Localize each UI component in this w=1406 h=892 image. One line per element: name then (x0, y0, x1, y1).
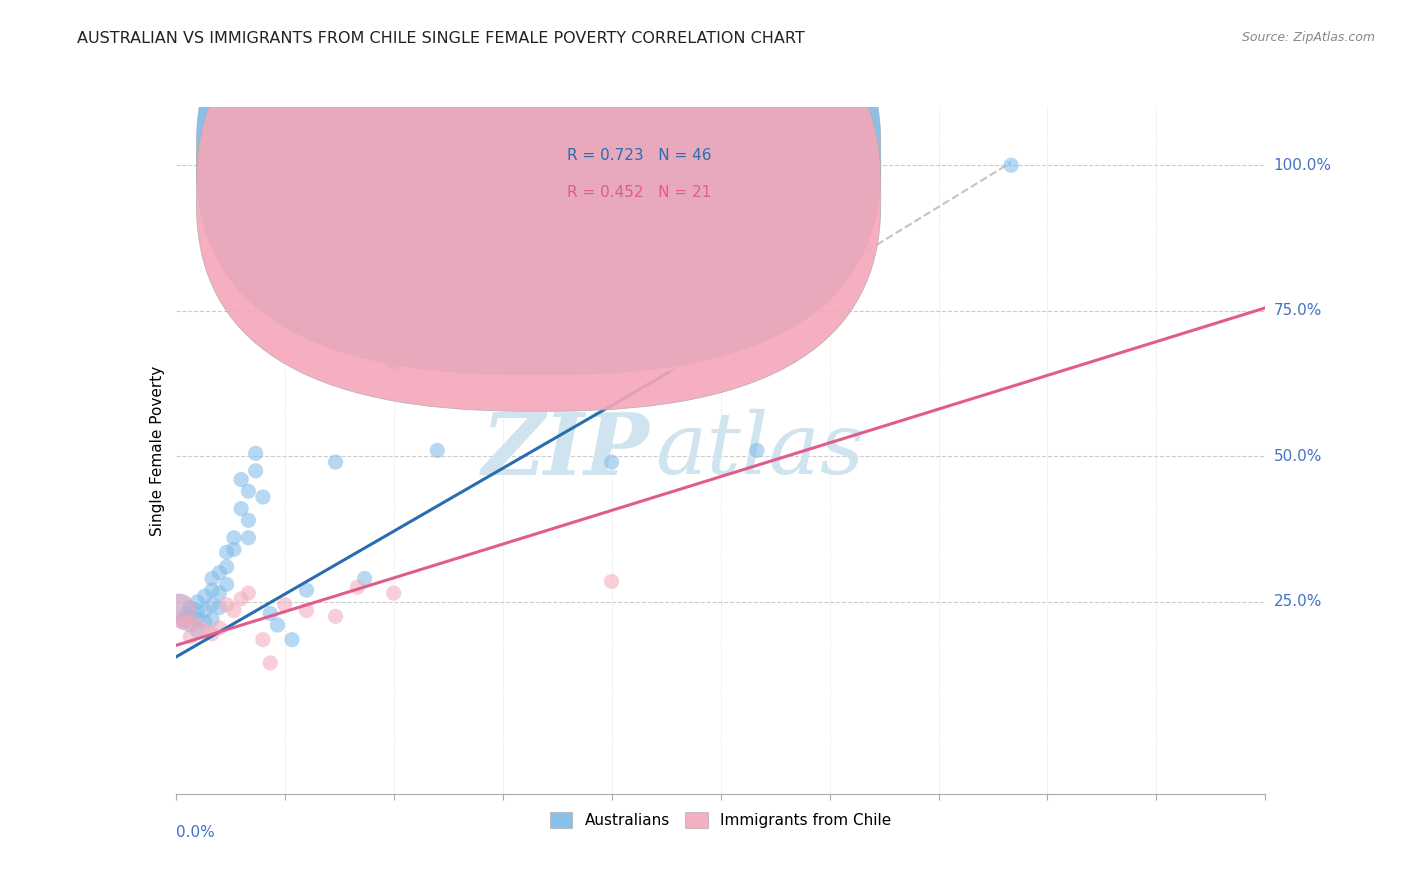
Point (186, 603, 209, 617)
Text: AUSTRALIAN VS IMMIGRANTS FROM CHILE SINGLE FEMALE POVERTY CORRELATION CHART: AUSTRALIAN VS IMMIGRANTS FROM CHILE SING… (77, 31, 806, 46)
Point (169, 603, 191, 617)
Point (252, 632, 274, 647)
Point (238, 586, 260, 600)
Point (245, 464, 267, 478)
Point (201, 612, 224, 626)
Point (179, 630, 201, 644)
Point (658, 326, 681, 341)
Point (179, 618, 201, 632)
Point (172, 612, 194, 626)
Point (295, 603, 318, 617)
Point (346, 580, 368, 594)
Text: 50.0%: 50.0% (1274, 449, 1322, 464)
Point (172, 615, 194, 630)
Point (231, 591, 253, 606)
Point (382, 586, 405, 600)
FancyBboxPatch shape (498, 120, 808, 227)
Point (266, 618, 288, 632)
Point (238, 531, 260, 545)
Point (215, 577, 238, 591)
Point (201, 583, 224, 598)
Point (186, 612, 209, 626)
Text: atlas: atlas (655, 409, 865, 491)
Point (231, 501, 253, 516)
Point (208, 600, 231, 615)
Point (179, 615, 201, 630)
Point (222, 542, 245, 557)
FancyBboxPatch shape (197, 0, 880, 375)
Point (186, 624, 209, 638)
Point (222, 531, 245, 545)
Point (325, 609, 347, 624)
Point (245, 446, 267, 460)
Point (208, 586, 231, 600)
Point (194, 589, 217, 603)
Text: R = 0.452   N = 21: R = 0.452 N = 21 (567, 185, 711, 200)
FancyBboxPatch shape (197, 0, 880, 411)
Point (215, 545, 238, 559)
Point (745, 443, 768, 458)
Point (194, 615, 217, 630)
Point (215, 598, 238, 612)
Point (222, 603, 245, 617)
Point (194, 624, 217, 638)
Point (600, 574, 623, 589)
Y-axis label: Single Female Poverty: Single Female Poverty (149, 366, 165, 535)
Point (176, 607, 198, 621)
Point (208, 621, 231, 635)
Point (186, 595, 209, 609)
Text: R = 0.723   N = 46: R = 0.723 N = 46 (567, 148, 711, 163)
Text: 0.0%: 0.0% (176, 825, 215, 839)
Point (194, 603, 217, 617)
Text: Source: ZipAtlas.com: Source: ZipAtlas.com (1241, 31, 1375, 45)
Point (259, 656, 281, 670)
Point (238, 484, 260, 499)
Point (201, 598, 224, 612)
Point (208, 566, 231, 580)
Point (281, 632, 304, 647)
Point (614, 158, 637, 172)
Point (201, 627, 224, 641)
Text: 25.0%: 25.0% (1274, 594, 1322, 609)
Point (231, 473, 253, 487)
Legend: Australians, Immigrants from Chile: Australians, Immigrants from Chile (544, 806, 897, 834)
Point (600, 455, 623, 469)
Text: 75.0%: 75.0% (1274, 303, 1322, 318)
Point (259, 607, 281, 621)
Point (325, 455, 347, 469)
Point (252, 490, 274, 504)
Point (179, 600, 201, 615)
Point (426, 443, 449, 458)
Point (238, 513, 260, 527)
Point (172, 615, 194, 630)
Point (186, 618, 209, 632)
Point (353, 572, 375, 586)
Point (382, 356, 405, 370)
Point (201, 572, 224, 586)
Point (295, 583, 318, 598)
Point (274, 598, 297, 612)
Text: 100.0%: 100.0% (1274, 158, 1331, 173)
Point (1000, 158, 1022, 172)
Point (169, 600, 191, 615)
Text: ZIP: ZIP (482, 409, 650, 492)
Point (215, 560, 238, 574)
Point (179, 609, 201, 624)
